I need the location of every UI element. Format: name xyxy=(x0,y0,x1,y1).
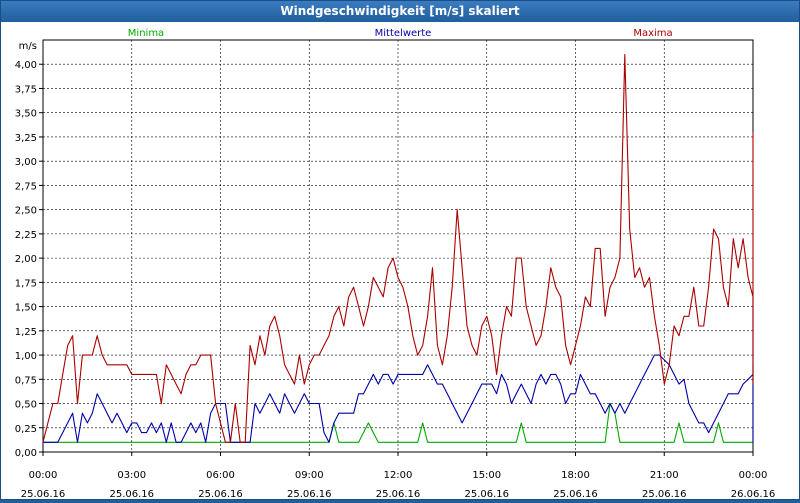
y-tick-label: 0,75 xyxy=(15,375,37,386)
y-tick-label: 1,25 xyxy=(15,327,37,338)
x-tick-date: 25.06.16 xyxy=(642,489,687,499)
y-axis-unit: m/s xyxy=(19,41,37,52)
plot-area: 0,00 0,25 0,50 0,75 1,00 1,25 1,50 1,75 2,00 2,25… xyxy=(1,22,799,500)
x-tick-time: 12:00 xyxy=(384,470,413,481)
legend-mittelwerte: Mittelwerte xyxy=(375,28,432,39)
x-tick-time: 18:00 xyxy=(561,470,590,481)
x-tick-date: 25.06.16 xyxy=(376,489,421,499)
x-tick-time: 21:00 xyxy=(650,470,679,481)
window-title: Windgeschwindigkeit [m/s] skaliert xyxy=(1,1,799,22)
series-line-maxima xyxy=(42,53,754,443)
x-tick-date: 25.06.16 xyxy=(553,489,598,499)
series-line-mittelwerte xyxy=(43,296,754,443)
axis-labels: 0,00 0,25 0,50 0,75 1,00 1,25 1,50 1,75 2,00 2,25… xyxy=(15,28,776,500)
y-tick-label: 0,50 xyxy=(15,400,37,411)
y-tick-label: 1,75 xyxy=(15,278,37,289)
y-tick-label: 0,25 xyxy=(15,424,37,435)
x-tick-date: 25.06.16 xyxy=(287,489,332,499)
x-tick-time: 06:00 xyxy=(206,470,235,481)
y-tick-label: 2,00 xyxy=(15,254,37,265)
y-tick-label: 1,00 xyxy=(15,351,37,362)
y-tick-label: 0,00 xyxy=(15,448,37,459)
x-tick-time: 00:00 xyxy=(739,470,768,481)
y-tick-label: 1,50 xyxy=(15,303,37,314)
series-lines xyxy=(42,53,754,443)
y-tick-label: 4,00 xyxy=(15,60,37,71)
x-tick-time: 03:00 xyxy=(117,470,146,481)
chart-svg: 0,00 0,25 0,50 0,75 1,00 1,25 1,50 1,75 2,00 2,25… xyxy=(15,28,776,500)
y-tick-label: 3,00 xyxy=(15,157,37,168)
axes xyxy=(39,39,754,456)
y-tick-label: 3,75 xyxy=(15,84,37,95)
x-tick-date: 25.06.16 xyxy=(109,489,154,499)
x-tick-time: 15:00 xyxy=(472,470,501,481)
x-tick-time: 09:00 xyxy=(295,470,324,481)
x-tick-date: 26.06.16 xyxy=(731,489,776,499)
grid xyxy=(42,40,754,453)
y-tick-label: 3,25 xyxy=(15,133,37,144)
legend-minima: Minima xyxy=(128,28,164,39)
y-tick-label: 2,50 xyxy=(15,206,37,217)
x-tick-date: 25.06.16 xyxy=(21,489,66,499)
x-tick-time: 00:00 xyxy=(29,470,58,481)
x-tick-date: 25.06.16 xyxy=(464,489,509,499)
x-tick-date: 25.06.16 xyxy=(198,489,243,499)
legend-maxima: Maxima xyxy=(633,28,672,39)
y-tick-label: 2,25 xyxy=(15,230,37,241)
y-tick-label: 3,50 xyxy=(15,109,37,120)
y-tick-label: 2,75 xyxy=(15,181,37,192)
